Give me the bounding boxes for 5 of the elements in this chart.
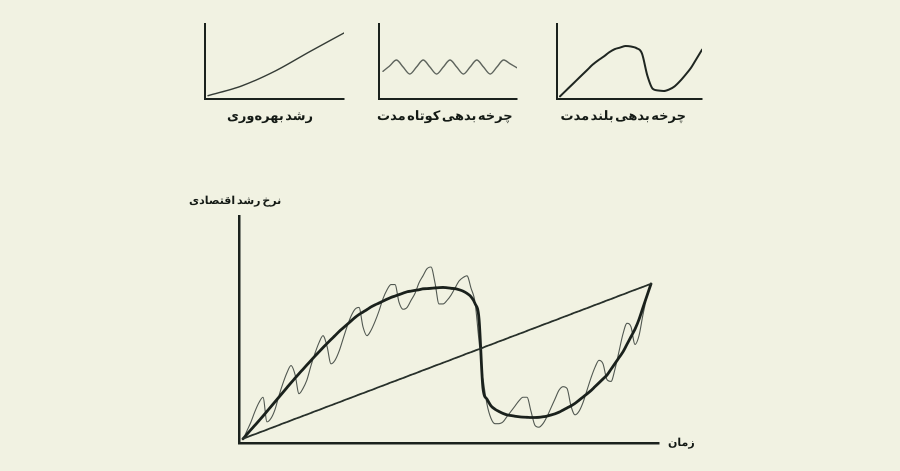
- y-axis-title: نرخ رشد اقتصادی: [189, 194, 282, 208]
- text: چرخه بدهی بلند مدت: [560, 109, 686, 126]
- text: رشد بهره‌وری: [227, 109, 314, 126]
- text: چرخه بدهی کوتاه مدت: [377, 109, 513, 126]
- x-axis-title: زمان: [668, 436, 695, 450]
